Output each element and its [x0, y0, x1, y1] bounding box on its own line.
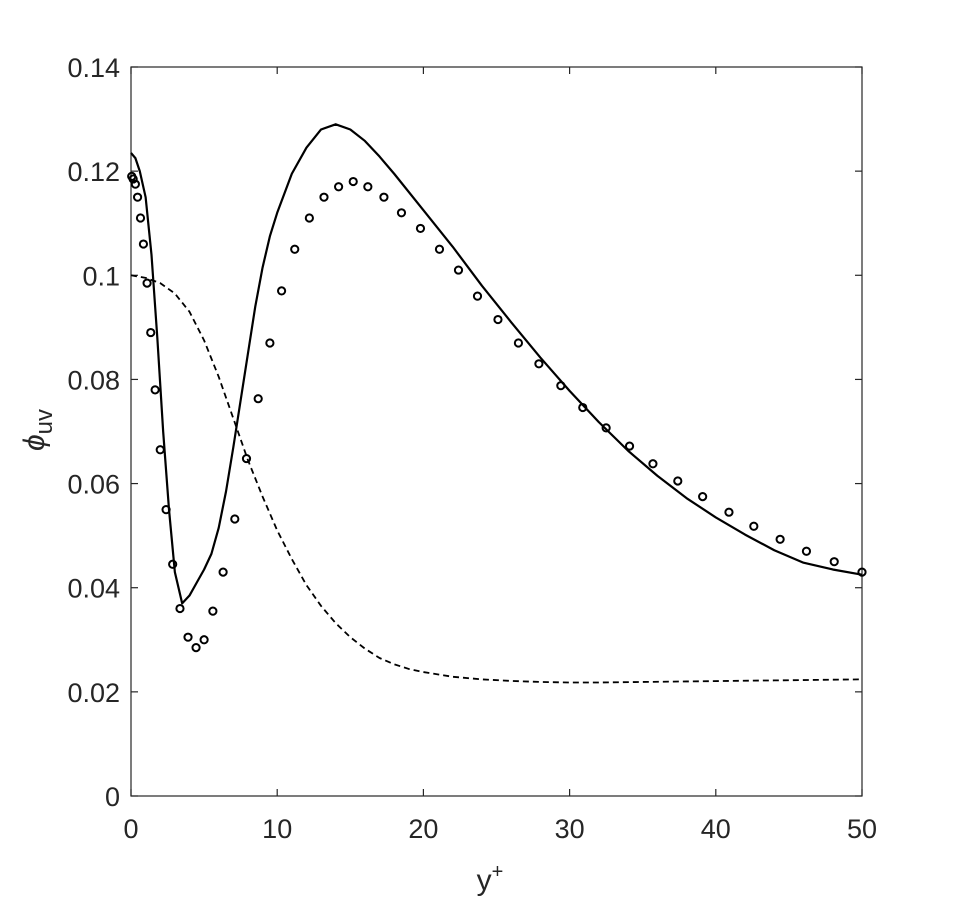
data-point-marker: [208, 606, 218, 616]
data-point-marker: [534, 359, 544, 369]
y-tick-label: 0.06: [67, 470, 120, 500]
data-point-marker: [578, 402, 588, 413]
y-tick-label: 0.02: [67, 678, 120, 708]
data-point-marker: [191, 642, 201, 653]
data-point-marker: [276, 286, 287, 296]
data-point-marker: [168, 559, 178, 569]
y-tick-label: 0.08: [67, 365, 120, 395]
data-point-marker: [218, 567, 228, 577]
x-tick-label: 50: [847, 814, 877, 844]
series-layer: [127, 123, 867, 684]
x-tick-label: 30: [555, 814, 585, 844]
data-point-marker: [253, 394, 263, 404]
data-point-marker: [601, 423, 611, 433]
x-tick-label: 40: [701, 814, 731, 844]
data-point-marker: [138, 239, 149, 249]
data-point-marker: [857, 567, 867, 577]
data-point-marker: [749, 521, 759, 531]
data-point-marker: [673, 476, 683, 486]
data-point-marker: [199, 635, 209, 645]
data-point-marker: [556, 381, 566, 391]
x-axis-label: y+: [477, 861, 504, 897]
data-point-marker: [775, 534, 785, 544]
data-point-marker: [348, 176, 358, 187]
y-tick-label: 0.1: [82, 261, 120, 291]
data-point-marker: [724, 507, 734, 517]
data-point-marker: [648, 459, 658, 469]
data-point-marker: [472, 291, 483, 301]
y-tick-label: 0.04: [67, 574, 120, 604]
x-tick-label: 0: [123, 814, 138, 844]
data-point-marker: [829, 557, 839, 567]
data-point-marker: [130, 179, 140, 189]
plot-area: [130, 66, 863, 797]
data-point-marker: [801, 546, 812, 556]
data-point-marker: [155, 445, 165, 455]
data-point-marker: [175, 603, 185, 614]
data-point-marker: [290, 244, 300, 254]
data-point-marker: [319, 192, 329, 202]
data-point-marker: [128, 174, 138, 184]
data-point-marker: [493, 314, 503, 325]
x-tick-label: 10: [262, 814, 292, 844]
data-point-marker: [363, 182, 373, 192]
data-point-marker: [183, 632, 193, 642]
data-point-marker: [304, 213, 314, 223]
x-axis-label-sup: +: [492, 861, 504, 883]
y-axis-label-sub: uv: [31, 409, 58, 434]
data-point-marker: [434, 244, 445, 254]
data-point-marker: [132, 192, 143, 202]
data-point-marker: [334, 182, 344, 192]
data-point-marker: [146, 327, 156, 338]
y-axis-label: ϕuv: [18, 409, 58, 451]
data-point-marker: [265, 338, 275, 348]
data-point-marker: [415, 223, 426, 234]
data-point-marker: [396, 208, 407, 218]
data-point-marker: [513, 338, 524, 348]
data-point-marker: [453, 265, 464, 275]
x-tick-label: 20: [408, 814, 438, 844]
tick-group: 0 10 20 30 40 50 0 0.02 0.04 0.06 0.08 0.1 0.12 0.14: [67, 53, 877, 844]
data-point-marker: [624, 441, 635, 451]
data-point-marker: [379, 192, 389, 202]
dashed-series-line: [130, 274, 863, 684]
data-point-marker: [698, 491, 708, 502]
y-tick-label: 0: [105, 782, 120, 812]
solid-series-line: [130, 123, 863, 605]
data-point-marker: [142, 278, 152, 288]
y-tick-label: 0.14: [67, 53, 120, 83]
data-point-marker: [150, 385, 160, 395]
data-point-marker: [241, 453, 252, 464]
data-point-marker: [161, 505, 171, 515]
data-point-marker: [135, 213, 146, 223]
y-tick-label: 0.12: [67, 157, 120, 187]
data-point-marker: [230, 514, 240, 524]
